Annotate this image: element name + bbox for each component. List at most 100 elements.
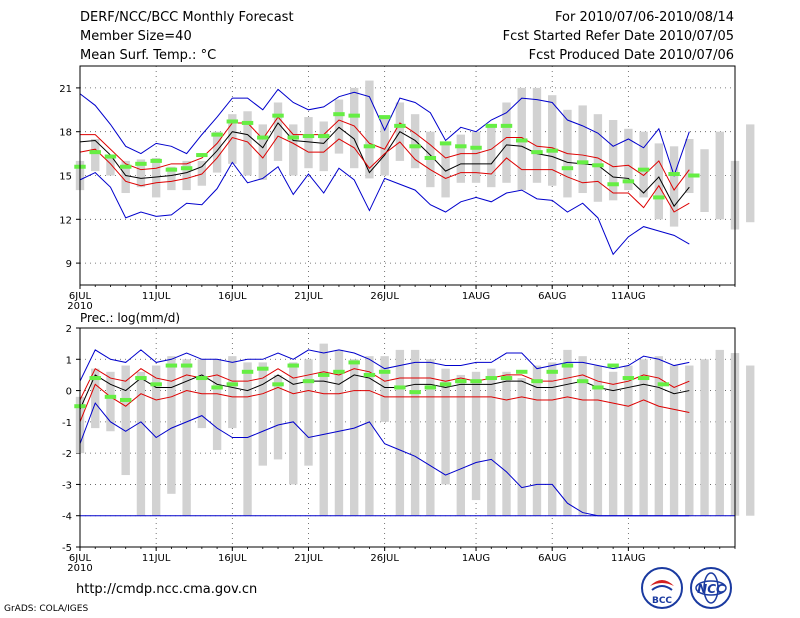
temp-obs-marker — [272, 113, 284, 118]
temp-obs-marker — [119, 164, 132, 169]
prec-series-env-4 — [79, 402, 690, 517]
prec-obs-marker — [657, 382, 670, 387]
temp-xtick-label: 6JUL — [69, 291, 92, 302]
temp-range-bar — [715, 131, 724, 220]
prec-obs-marker — [470, 379, 482, 384]
prec-range-bar — [228, 356, 237, 429]
prec-ytick-label: 0 — [66, 387, 72, 398]
temp-range-bar — [441, 143, 450, 198]
prec-range-bar — [746, 365, 755, 516]
temp-obs-marker — [485, 123, 497, 128]
prec-obs-marker — [576, 379, 589, 384]
fcst-produced-label: Fcst Produced Date 2010/07/06 — [528, 48, 734, 63]
temp-obs-marker — [516, 138, 528, 143]
prec-range-bar — [334, 349, 344, 516]
prec-range-bar — [471, 371, 481, 501]
temp-range-bar — [289, 124, 298, 176]
temp-ytick-label: 18 — [59, 128, 72, 139]
temp-ytick-label: 9 — [66, 259, 72, 270]
prec-range-bar — [395, 349, 405, 516]
prec-xtick-label: 11AUG — [611, 553, 646, 564]
prec-obs-marker — [302, 379, 315, 384]
prec-ytick-label: -2 — [62, 449, 72, 460]
prec-range-bar — [441, 368, 450, 485]
temp-obs-marker — [104, 154, 117, 159]
temp-range-bar — [456, 134, 466, 183]
prec-range-bar — [669, 365, 679, 516]
temp-range-bar — [304, 117, 313, 169]
prec-range-bar — [563, 349, 572, 516]
temp-xtick-year: 2010 — [67, 301, 92, 312]
prec-obs-marker — [257, 366, 269, 371]
prec-obs-marker — [531, 379, 543, 384]
temp-series-pct-1 — [80, 116, 690, 192]
prec-obs-marker — [394, 385, 406, 390]
prec-obs-marker — [241, 369, 254, 374]
temp-xtick-label: 26JUL — [370, 291, 399, 302]
temp-ytick-label: 12 — [59, 215, 72, 226]
prec-xtick-year: 2010 — [67, 563, 92, 574]
temp-obs-marker — [348, 113, 360, 118]
prec-range-bar — [151, 365, 161, 516]
temp-range-bar — [471, 131, 481, 183]
prec-series-mean-2 — [79, 374, 690, 410]
prec-range-bar — [212, 359, 222, 451]
prec-xtick-label: 6JUL — [69, 553, 92, 564]
temp-obs-marker — [668, 172, 680, 177]
temp-obs-marker — [180, 166, 193, 171]
prec-obs-marker — [318, 372, 330, 377]
temp-range-bar — [349, 87, 359, 169]
prec-obs-marker — [150, 382, 162, 387]
prec-xtick-label: 1AUG — [462, 553, 490, 564]
prec-obs-marker — [135, 376, 147, 381]
temp-ytick-label: 15 — [59, 172, 72, 183]
temp-xtick-label: 16JUL — [218, 291, 247, 302]
prec-obs-marker — [561, 363, 574, 368]
bcc-logo-text: BCC — [652, 596, 672, 606]
temp-series-env-0 — [79, 88, 690, 178]
temp-obs-marker — [576, 160, 589, 165]
temp-obs-marker — [688, 173, 700, 178]
temp-range-bar — [548, 95, 557, 186]
prec-ytick-label: 2 — [66, 324, 72, 335]
temp-obs-marker — [378, 115, 391, 120]
prec-range-bar — [91, 368, 100, 429]
prec-obs-marker — [546, 369, 558, 374]
prec-range-bar — [502, 371, 511, 516]
temp-obs-marker — [363, 144, 376, 149]
temp-ytick-label: 21 — [59, 84, 72, 95]
prec-range-bar — [517, 378, 526, 516]
prec-range-bar — [639, 359, 648, 516]
prec-obs-marker — [196, 376, 208, 381]
temp-range-bar — [273, 102, 283, 161]
prec-obs-marker — [363, 372, 376, 377]
ncc-logo-text: NCC — [697, 582, 725, 596]
prec-range-bar — [715, 349, 724, 516]
member-size-label: Member Size=40 — [80, 29, 192, 44]
prec-obs-marker — [287, 363, 299, 368]
prec-obs-marker — [348, 360, 360, 365]
temp-obs-marker — [439, 141, 452, 146]
prec-obs-marker — [180, 363, 193, 368]
prec-xtick-label: 6AUG — [538, 553, 566, 564]
temp-obs-marker — [592, 163, 604, 168]
prec-obs-marker — [226, 382, 239, 387]
temp-range-bar — [243, 111, 252, 176]
temp-range-bar — [319, 121, 328, 172]
temp-range-bar — [167, 166, 176, 191]
temp-range-bar — [380, 117, 389, 176]
temp-obs-marker — [287, 135, 299, 140]
prec-range-bar — [365, 356, 374, 516]
prec-ytick-label: 1 — [66, 355, 72, 366]
source-url[interactable]: http://cmdp.ncc.cma.gov.cn — [76, 582, 258, 597]
temp-range-bar — [639, 131, 648, 198]
prec-range-bar — [487, 368, 496, 516]
prec-range-bar — [349, 359, 359, 516]
prec-series-pct-1 — [79, 367, 690, 401]
temp-obs-marker — [470, 145, 482, 150]
temp-xtick-label: 11JUL — [142, 291, 171, 302]
prec-range-bar — [593, 365, 603, 516]
temp-range-bar — [151, 157, 161, 198]
